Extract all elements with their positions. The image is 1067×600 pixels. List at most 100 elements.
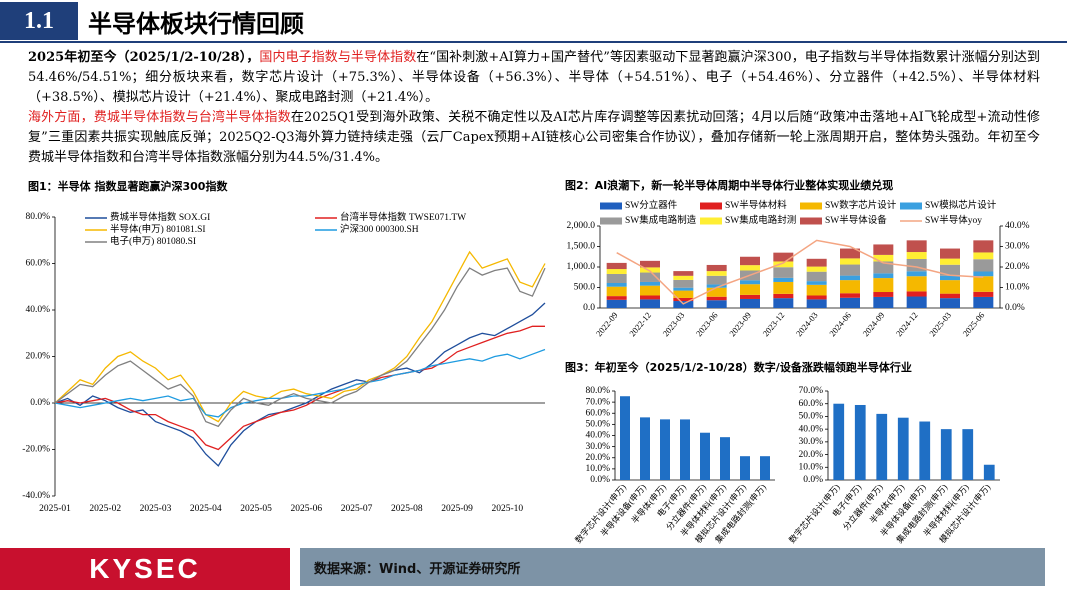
y-tick-label: 20.0% [798, 450, 823, 460]
y-tick-label: 20.0% [585, 453, 610, 463]
bar-segment [640, 281, 660, 286]
source-note: 数据来源：Wind、开源证券研究所 [300, 548, 1045, 586]
y-tick-label: 30.0% [798, 437, 823, 447]
y-tick-label: 50.0% [798, 412, 823, 422]
bar-segment [906, 276, 927, 292]
x-tick-label: 2024-03 [794, 310, 820, 338]
bar-segment [606, 296, 627, 300]
bar-segment [940, 275, 960, 281]
x-tick-label: 2025-07 [341, 504, 373, 514]
bar [897, 417, 909, 480]
charts: 图1：半导体 指数显著跑赢沪深300指数 -40.0% -20.0% 0.0% 20.0… [22, 178, 1030, 545]
x-tick-label: 2024-09 [860, 310, 886, 338]
bar-segment [906, 271, 927, 277]
bar-segment [706, 284, 727, 288]
series-line [54, 325, 545, 451]
y-tick-label: 60.0% [25, 259, 50, 269]
bar [740, 456, 750, 480]
legend-label: SW模拟芯片设计 [925, 199, 997, 211]
bar-segment [873, 292, 894, 297]
legend-swatch [800, 217, 822, 225]
bar-segment [840, 264, 860, 276]
bar-segment [773, 298, 794, 308]
bar-segment [740, 280, 760, 285]
y2-tick-label: 10.0% [1005, 283, 1030, 293]
logo: KYSEC [0, 548, 290, 590]
bar-segment [806, 281, 827, 285]
y-tick-label: 0.0% [803, 475, 823, 485]
bar-segment [973, 240, 994, 253]
y-tick-label: -20.0% [22, 445, 50, 455]
x-tick-label: 2024-06 [827, 310, 853, 338]
y-tick-label: 60.0% [585, 408, 610, 418]
bar-segment [940, 258, 960, 265]
bar-segment [806, 299, 827, 308]
bar-segment [973, 291, 994, 297]
bar [660, 419, 670, 480]
chart-title: 图3：年初至今（2025/1/2-10/28）数字/设备涨跌幅领跑半导体行业 [565, 360, 912, 374]
y-tick-label: 0.0% [590, 475, 610, 485]
text-run: 国内电子指数与半导体指数 [259, 50, 417, 65]
legend-label: SW半导体设备 [825, 214, 887, 226]
bar-segment [606, 282, 627, 287]
bar-segment [706, 271, 727, 276]
y-tick-label: 1,000.0 [567, 262, 596, 272]
bar-segment [940, 293, 960, 299]
x-tick-label: 2025-02 [89, 504, 121, 514]
bar-segment [940, 248, 960, 259]
bar-segment [606, 299, 627, 308]
y-tick-label: 60.0% [798, 399, 823, 409]
bar [876, 413, 888, 480]
x-tick-label: 2025-06 [290, 504, 322, 514]
bar-segment [773, 293, 794, 299]
bar-segment [606, 273, 627, 283]
bar [940, 429, 952, 480]
bar [833, 403, 845, 480]
y-tick-label: 40.0% [585, 431, 610, 441]
bar-segment [873, 296, 894, 308]
chart-title: 图1：半导体 指数显著跑赢沪深300指数 [28, 179, 228, 193]
section-number: 1.1 [0, 2, 78, 40]
x-tick-label: 2025-03 [140, 504, 172, 514]
y-tick-label: 80.0% [585, 386, 610, 396]
section-title: 半导体板块行情回顾 [88, 10, 304, 38]
x-tick-label: 2025-05 [240, 504, 272, 514]
text-run: 在2025Q1受到海外政策、关税不确定性以及AI芯片库存调整等因素扰动回落；4月… [28, 110, 1040, 165]
y-tick-label: 80.0% [25, 212, 50, 222]
header-rule [0, 41, 1067, 43]
x-tick-label: 2022-09 [594, 310, 620, 338]
y-tick-label: 50.0% [585, 420, 610, 430]
bar-segment [806, 266, 827, 272]
bar-segment [840, 258, 860, 265]
bar [700, 432, 710, 480]
series-line [54, 250, 546, 423]
y2-tick-label: 30.0% [1005, 242, 1030, 252]
bar-segment [773, 252, 794, 262]
paragraph: 海外方面，费城半导体指数与台湾半导体指数在2025Q1受到海外政策、关税不确定性… [28, 108, 1040, 168]
bar-segment [740, 256, 760, 266]
bar-segment [773, 267, 794, 278]
bar-segment [806, 258, 827, 267]
y2-tick-label: 20.0% [1005, 262, 1030, 272]
bar-segment [640, 260, 660, 268]
x-tick-label: 2022-12 [627, 310, 653, 338]
bar-segment [873, 278, 894, 293]
legend-swatch [700, 202, 722, 210]
legend-label: 台湾半导体指数 TWSE071.TW [340, 211, 466, 223]
bar-segment [840, 293, 860, 298]
bar-segment [740, 265, 760, 271]
bar-segment [806, 284, 827, 296]
legend-swatch [800, 202, 822, 210]
bar [720, 437, 730, 480]
bar-segment [906, 252, 927, 260]
bar-segment [673, 271, 694, 276]
legend-label: 电子(申万) 801080.SI [110, 235, 196, 247]
legend-swatch [600, 217, 622, 225]
series-line [616, 239, 984, 305]
bar-segment [706, 264, 727, 272]
bar-segment [840, 297, 860, 308]
x-tick-label: 2023-12 [760, 310, 786, 338]
text-run: 海外方面，费城半导体指数与台湾半导体指数 [28, 110, 291, 125]
bar-segment [973, 252, 994, 260]
bar-segment [640, 267, 660, 273]
